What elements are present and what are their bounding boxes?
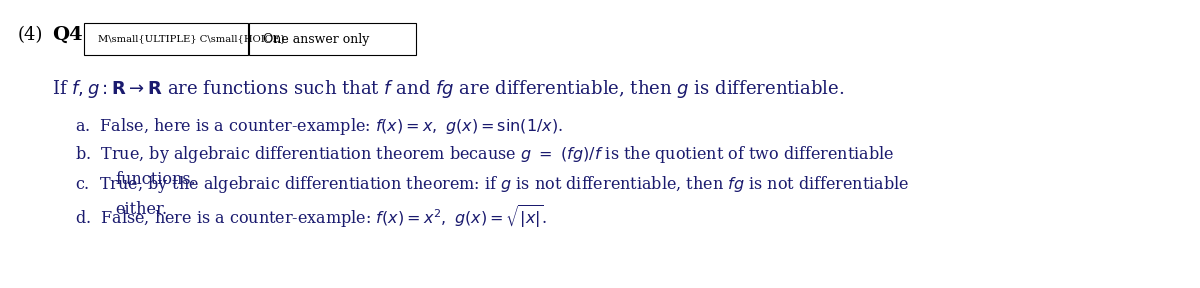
Text: either.: either. bbox=[115, 200, 167, 217]
Text: (4): (4) bbox=[18, 26, 43, 44]
FancyBboxPatch shape bbox=[250, 22, 416, 55]
FancyBboxPatch shape bbox=[84, 22, 248, 55]
Text: a.  False, here is a counter-example: $f(x) = x,\ g(x) = \sin(1/x)$.: a. False, here is a counter-example: $f(… bbox=[74, 116, 563, 137]
Text: c.  True, by the algebraic differentiation theorem: if $g$ is not differentiable: c. True, by the algebraic differentiatio… bbox=[74, 174, 910, 195]
Text: d.  False, here is a counter-example: $f(x) = x^2,\ g(x) = \sqrt{|x|}$.: d. False, here is a counter-example: $f(… bbox=[74, 204, 547, 230]
Text: b.  True, by algebraic differentiation theorem because $g\ =\ (fg)/f$ is the quo: b. True, by algebraic differentiation th… bbox=[74, 145, 894, 166]
Text: One answer only: One answer only bbox=[263, 33, 370, 46]
Text: Q4: Q4 bbox=[52, 26, 83, 44]
Text: functions.: functions. bbox=[115, 171, 196, 188]
Text: If $f, g : \mathbf{R} \to \mathbf{R}$ are functions such that $f$ and $fg$ are d: If $f, g : \mathbf{R} \to \mathbf{R}$ ar… bbox=[52, 78, 845, 100]
Text: M\small{ULTIPLE} C\small{HOICE}: M\small{ULTIPLE} C\small{HOICE} bbox=[98, 35, 286, 43]
